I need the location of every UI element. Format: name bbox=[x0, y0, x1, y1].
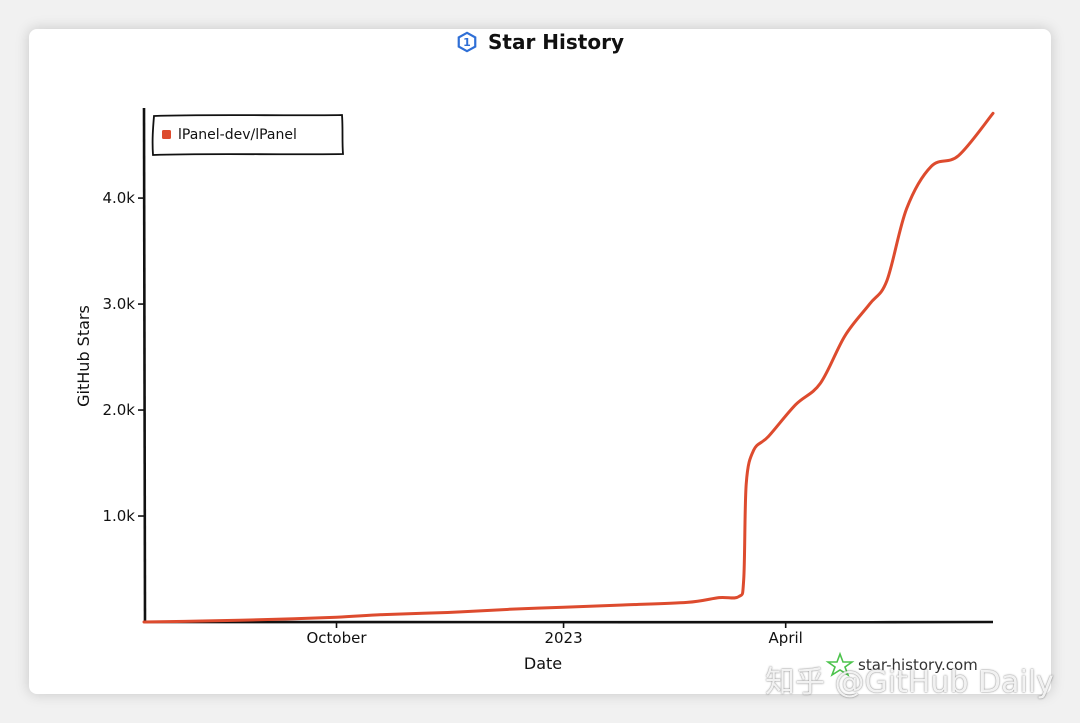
svg-text:1: 1 bbox=[463, 36, 471, 49]
series-line-lpanel bbox=[142, 111, 995, 624]
legend-label: lPanel-dev/lPanel bbox=[178, 127, 297, 143]
x-tick-label: October bbox=[306, 629, 367, 647]
legend-box bbox=[151, 114, 344, 156]
chart-title-wrap: 1 Star History bbox=[0, 30, 1080, 57]
x-tick-label: April bbox=[769, 629, 803, 647]
y-axis-ticks: 1.0k 2.0k 3.0k 4.0k bbox=[102, 189, 144, 525]
watermark-star-icon bbox=[825, 651, 855, 677]
legend: lPanel-dev/lPanel bbox=[151, 114, 344, 156]
x-axis-line bbox=[143, 620, 994, 624]
y-axis-line bbox=[142, 107, 147, 624]
x-tick-label: 2023 bbox=[544, 629, 582, 647]
y-tick-label: 4.0k bbox=[102, 189, 135, 207]
y-tick-label: 1.0k bbox=[102, 507, 135, 525]
y-tick-label: 3.0k bbox=[102, 295, 135, 313]
chart-title-text: Star History bbox=[488, 30, 624, 54]
x-axis-title: Date bbox=[524, 654, 562, 673]
overlay-watermark: 知乎 @GitHub Daily bbox=[765, 665, 1054, 700]
legend-swatch bbox=[162, 130, 171, 139]
star-history-logo-icon: 1 bbox=[457, 31, 477, 53]
y-axis-title: GitHub Stars bbox=[74, 305, 93, 407]
watermark-site-text: star-history.com bbox=[858, 656, 978, 674]
chart-title: 1 Star History bbox=[456, 30, 624, 54]
x-axis-ticks: October 2023 April bbox=[306, 622, 803, 647]
y-tick-label: 2.0k bbox=[102, 401, 135, 419]
site-watermark: star-history.com bbox=[825, 651, 978, 677]
